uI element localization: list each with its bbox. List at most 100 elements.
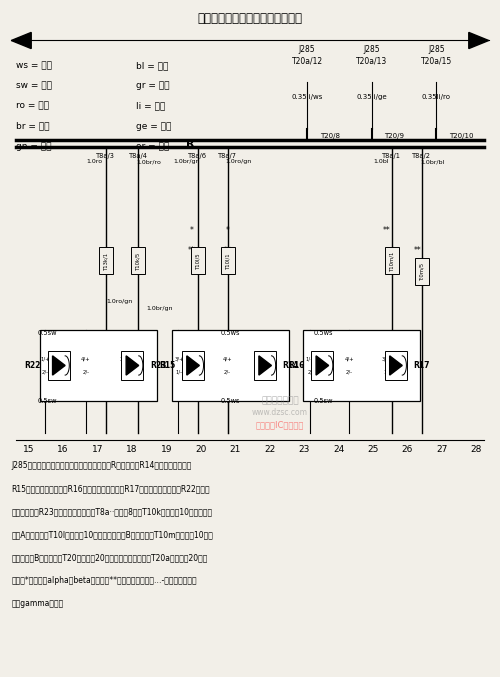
Polygon shape <box>187 356 200 375</box>
Text: 26: 26 <box>402 445 413 454</box>
Polygon shape <box>316 356 328 375</box>
Text: 右侧A柱分线器　T10l－插头，10孔，黑色，左侧B柱分线器　T10m－插头，10孔，: 右侧A柱分线器 T10l－插头，10孔，黑色，左侧B柱分线器 T10m－插头，1… <box>12 530 213 539</box>
Text: T8a/1: T8a/1 <box>382 153 401 159</box>
Text: 1.0br/gn: 1.0br/gn <box>146 305 173 311</box>
Text: T8a/7: T8a/7 <box>218 153 237 159</box>
Text: 屏的gamma收音机: 屏的gamma收音机 <box>12 598 64 608</box>
Text: 27: 27 <box>436 445 448 454</box>
Text: ws = 白色: ws = 白色 <box>16 61 52 70</box>
Text: 2/-: 2/- <box>82 370 89 374</box>
Text: 0.35li/ge: 0.35li/ge <box>356 94 387 100</box>
Bar <box>191 248 205 274</box>
Text: 18: 18 <box>126 445 138 454</box>
Bar <box>40 330 157 401</box>
Text: 22: 22 <box>264 445 276 454</box>
Text: 1/+: 1/+ <box>40 356 50 362</box>
Polygon shape <box>12 32 31 49</box>
Bar <box>414 257 428 284</box>
Text: 高音扬声器　R23－右前低音扬声器　T8a··插头，8孔　T10k－插头，10孔，黑色，: 高音扬声器 R23－右前低音扬声器 T8a··插头，8孔 T10k－插头，10孔… <box>12 507 212 516</box>
Text: 2/-: 2/- <box>42 370 48 374</box>
Text: 收音机、右前扬声器、后部扬声器: 收音机、右前扬声器、后部扬声器 <box>198 12 302 25</box>
Text: 1.0bl: 1.0bl <box>373 159 388 165</box>
Text: J285
T20a/13: J285 T20a/13 <box>356 45 388 66</box>
Text: 0.5ws: 0.5ws <box>314 330 334 336</box>
Text: 2/-: 2/- <box>262 370 268 374</box>
Text: 3/+: 3/+ <box>382 356 392 362</box>
Text: *: * <box>190 226 194 235</box>
Text: 20: 20 <box>195 445 206 454</box>
Text: 0.35li/ro: 0.35li/ro <box>422 94 451 100</box>
Text: 2/-: 2/- <box>346 370 353 374</box>
Text: 黑色，右侧B柱分线器　T20－插头，20孔，绿色（显示屏）　T20a－插头，20孔，: 黑色，右侧B柱分线器 T20－插头，20孔，绿色（显示屏） T20a－插头，20… <box>12 553 207 562</box>
Text: 1/+: 1/+ <box>306 356 316 362</box>
Text: 1.0br/gn: 1.0br/gn <box>174 159 200 165</box>
Bar <box>384 351 406 380</box>
Text: 全球最大IC采购网站: 全球最大IC采购网站 <box>256 420 304 429</box>
Bar <box>384 248 398 274</box>
Text: 16: 16 <box>58 445 69 454</box>
Text: 19: 19 <box>160 445 172 454</box>
Text: 1.0ro: 1.0ro <box>87 159 103 165</box>
Text: 3/+: 3/+ <box>174 356 184 362</box>
Text: ge = 黄色: ge = 黄色 <box>136 122 171 131</box>
Text: 1/+: 1/+ <box>260 356 270 362</box>
Text: T13k/1: T13k/1 <box>104 252 108 270</box>
Text: 1/-: 1/- <box>176 370 183 374</box>
Bar <box>220 248 234 274</box>
Text: 1.0br/bl: 1.0br/bl <box>420 159 444 165</box>
Bar <box>254 351 276 380</box>
Text: R15: R15 <box>159 361 175 370</box>
Text: 0.5ws: 0.5ws <box>220 397 240 403</box>
Text: T8a/4: T8a/4 <box>128 153 148 159</box>
Text: 17: 17 <box>92 445 104 454</box>
Text: **: ** <box>383 226 390 235</box>
Text: T8a/3: T8a/3 <box>96 153 115 159</box>
Text: 25: 25 <box>368 445 378 454</box>
Text: 28: 28 <box>470 445 482 454</box>
Text: 0.5ws: 0.5ws <box>220 330 240 336</box>
Text: sw = 黑色: sw = 黑色 <box>16 81 52 90</box>
Text: ro = 红色: ro = 红色 <box>16 102 50 110</box>
Text: R23: R23 <box>150 361 166 370</box>
Text: T20/9: T20/9 <box>384 133 404 139</box>
Text: T10l/5: T10l/5 <box>196 253 200 269</box>
Bar <box>304 330 420 401</box>
Text: R14: R14 <box>282 361 299 370</box>
Text: T10m/1: T10m/1 <box>389 250 394 271</box>
Text: *: * <box>226 226 230 235</box>
Text: 维库电子市场网: 维库电子市场网 <box>261 396 298 405</box>
Text: **: ** <box>414 246 422 255</box>
Text: 1.0ro/gn: 1.0ro/gn <box>226 159 252 165</box>
Text: 1.0ro/gn: 1.0ro/gn <box>106 299 133 304</box>
Text: 1/-: 1/- <box>383 370 390 374</box>
Text: 3/+: 3/+ <box>120 356 130 362</box>
Text: T10l/1: T10l/1 <box>225 253 230 269</box>
Text: 4/+: 4/+ <box>344 356 354 362</box>
Text: gr = 灰色: gr = 灰色 <box>136 81 169 90</box>
Text: 4/+: 4/+ <box>81 356 90 362</box>
Text: T10k/5: T10k/5 <box>136 252 140 270</box>
Text: T20/8: T20/8 <box>320 133 340 139</box>
Text: R: R <box>186 139 194 149</box>
Bar <box>121 351 143 380</box>
Text: **: ** <box>224 246 232 255</box>
Text: 1.0br/ro: 1.0br/ro <box>136 159 162 165</box>
Text: 23: 23 <box>298 445 310 454</box>
Text: T8a/6: T8a/6 <box>188 153 208 159</box>
Polygon shape <box>52 356 65 375</box>
Text: 4/+: 4/+ <box>223 356 232 362</box>
Text: 15: 15 <box>23 445 34 454</box>
Text: 1/-: 1/- <box>121 370 128 374</box>
Bar <box>182 351 204 380</box>
Text: T20/10: T20/10 <box>449 133 473 139</box>
Bar <box>48 351 70 380</box>
Text: R16: R16 <box>288 361 304 370</box>
Bar <box>311 351 333 380</box>
Bar <box>99 248 113 274</box>
Text: J285－带显示器的电控单元，在组合仪表内　R－收音机　R14－左后高音扬声器: J285－带显示器的电控单元，在组合仪表内 R－收音机 R14－左后高音扬声器 <box>12 461 192 471</box>
Text: T8a/2: T8a/2 <box>412 153 431 159</box>
Text: bl = 蓝色: bl = 蓝色 <box>136 61 168 70</box>
Text: 0.5sw: 0.5sw <box>314 397 334 403</box>
Text: 24: 24 <box>333 445 344 454</box>
Text: **: ** <box>188 246 195 255</box>
